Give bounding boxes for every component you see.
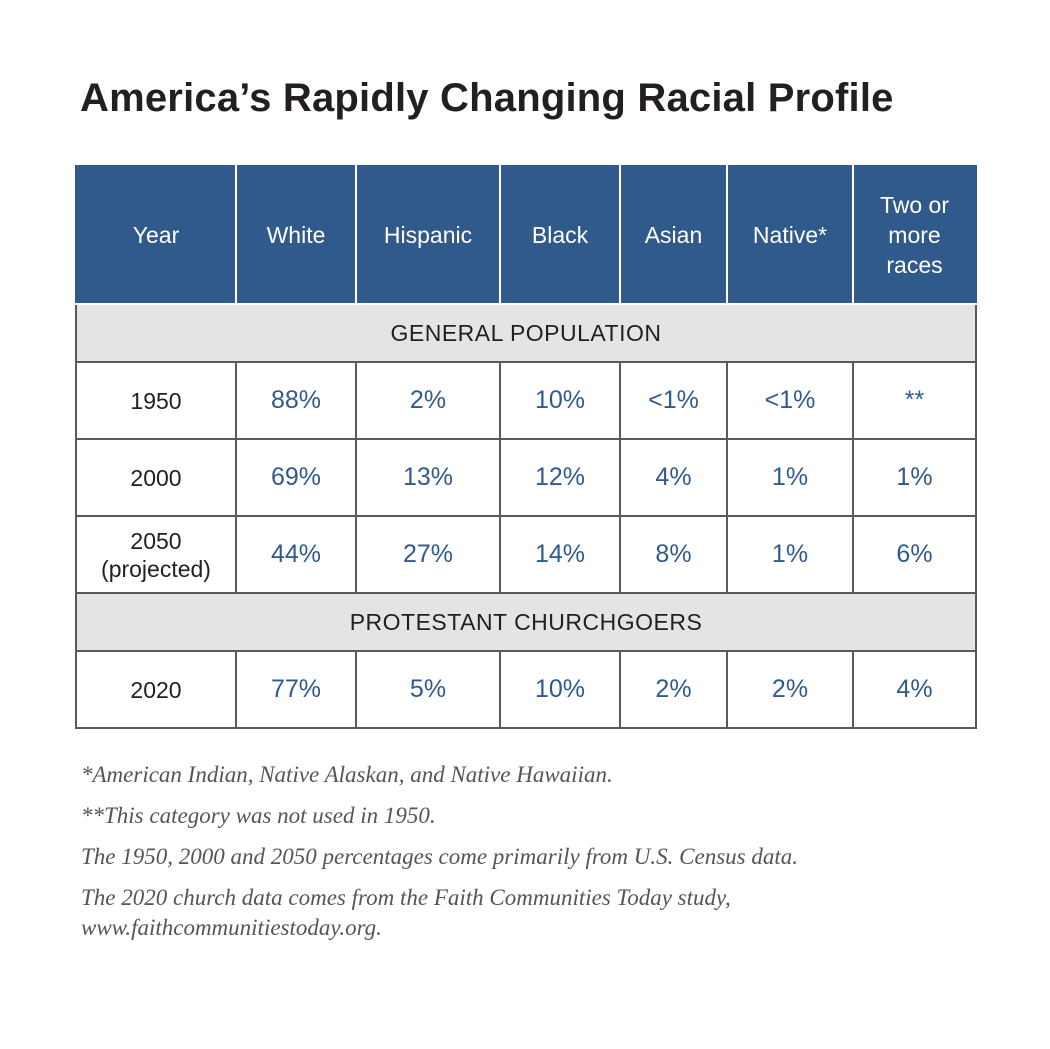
year-cell: 2020 (75, 650, 237, 729)
footnote-church-source: The 2020 church data comes from the Fait… (81, 885, 731, 940)
value-cell: 12% (499, 438, 621, 517)
column-header-hispanic: Hispanic (355, 165, 501, 305)
footnote-native: *American Indian, Native Alaskan, and Na… (81, 762, 613, 787)
year-cell: 2050 (projected) (75, 515, 237, 594)
data-table: Year White Hispanic Black Asian Native* … (75, 165, 977, 729)
value-cell: 77% (235, 650, 357, 729)
header-row: Year White Hispanic Black Asian Native* … (75, 165, 977, 305)
table-row: 1950 88% 2% 10% <1% <1% ** (75, 361, 977, 440)
value-cell: 2% (726, 650, 854, 729)
value-cell: 6% (852, 515, 977, 594)
value-cell: 1% (852, 438, 977, 517)
value-cell: 14% (499, 515, 621, 594)
value-cell: 2% (355, 361, 501, 440)
year-cell: 2000 (75, 438, 237, 517)
value-cell: 4% (619, 438, 728, 517)
column-header-black: Black (499, 165, 621, 305)
column-header-native: Native* (726, 165, 854, 305)
value-cell: 4% (852, 650, 977, 729)
value-cell: <1% (726, 361, 854, 440)
column-header-year: Year (75, 165, 237, 305)
value-cell: 1% (726, 515, 854, 594)
section-row-general-population: GENERAL POPULATION (75, 303, 977, 363)
table-row: 2020 77% 5% 10% 2% 2% 4% (75, 650, 977, 729)
value-cell: 69% (235, 438, 357, 517)
value-cell: 8% (619, 515, 728, 594)
value-cell: 10% (499, 650, 621, 729)
footnote-category: **This category was not used in 1950. (81, 803, 436, 828)
column-header-two-or-more: Two or more races (852, 165, 977, 305)
column-header-white: White (235, 165, 357, 305)
value-cell: 88% (235, 361, 357, 440)
footnote-census-source: The 1950, 2000 and 2050 percentages come… (81, 844, 798, 869)
chart-title: America’s Rapidly Changing Racial Profil… (80, 76, 894, 120)
value-cell: ** (852, 361, 977, 440)
year-cell: 1950 (75, 361, 237, 440)
table-row: 2050 (projected) 44% 27% 14% 8% 1% 6% (75, 515, 977, 594)
value-cell: <1% (619, 361, 728, 440)
value-cell: 5% (355, 650, 501, 729)
footnotes: *American Indian, Native Alaskan, and Na… (81, 760, 1001, 954)
value-cell: 44% (235, 515, 357, 594)
value-cell: 27% (355, 515, 501, 594)
column-header-asian: Asian (619, 165, 728, 305)
section-label: PROTESTANT CHURCHGOERS (75, 592, 977, 652)
value-cell: 13% (355, 438, 501, 517)
value-cell: 10% (499, 361, 621, 440)
value-cell: 1% (726, 438, 854, 517)
section-label: GENERAL POPULATION (75, 303, 977, 363)
value-cell: 2% (619, 650, 728, 729)
table-row: 2000 69% 13% 12% 4% 1% 1% (75, 438, 977, 517)
section-row-protestant-churchgoers: PROTESTANT CHURCHGOERS (75, 592, 977, 652)
